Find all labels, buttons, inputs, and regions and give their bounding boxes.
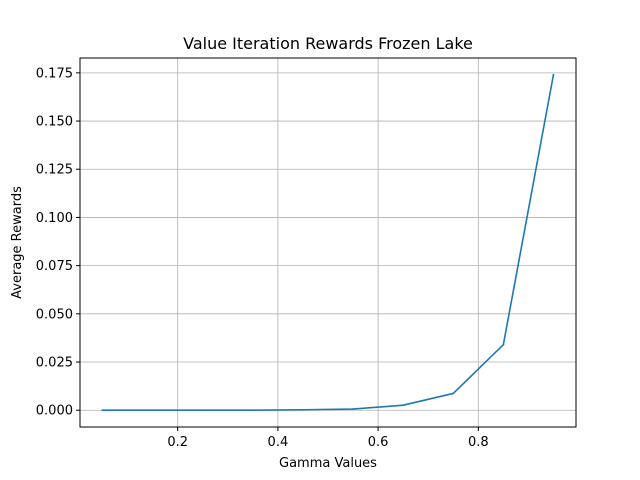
grid-layer — [80, 58, 576, 427]
ticks-layer: 0.2 0.4 0.6 0.8 0.000 0.025 0.050 0.075 0.100 0.1… — [36, 66, 489, 450]
x-axis-label: Gamma Values — [279, 456, 377, 471]
y-tick-label: 0.125 — [36, 163, 73, 178]
x-tick-label: 0.2 — [167, 435, 188, 450]
x-tick-label: 0.6 — [368, 435, 389, 450]
x-tick-label: 0.8 — [468, 435, 489, 450]
data-point — [201, 409, 204, 412]
data-point — [101, 409, 104, 412]
chart-title: Value Iteration Rewards Frozen Lake — [183, 34, 473, 53]
y-tick-label: 0.050 — [36, 307, 73, 322]
data-point — [251, 409, 254, 412]
y-tick-label: 0.000 — [36, 404, 73, 419]
axes-frame — [79, 57, 577, 428]
data-point — [402, 404, 405, 407]
y-tick-label: 0.175 — [36, 66, 73, 81]
data-point — [502, 343, 505, 346]
y-tick-label: 0.075 — [36, 259, 73, 274]
series-layer — [101, 73, 555, 412]
data-point — [452, 392, 455, 395]
y-tick-label: 0.025 — [36, 356, 73, 371]
data-point — [552, 73, 555, 76]
x-tick-label: 0.4 — [268, 435, 289, 450]
y-tick-label: 0.150 — [36, 115, 73, 130]
data-point — [352, 408, 354, 410]
y-tick-label: 0.100 — [36, 211, 73, 226]
data-point — [151, 409, 154, 412]
y-axis-label: Average Rewards — [10, 186, 25, 299]
data-point — [302, 408, 304, 411]
series-line — [101, 73, 555, 412]
